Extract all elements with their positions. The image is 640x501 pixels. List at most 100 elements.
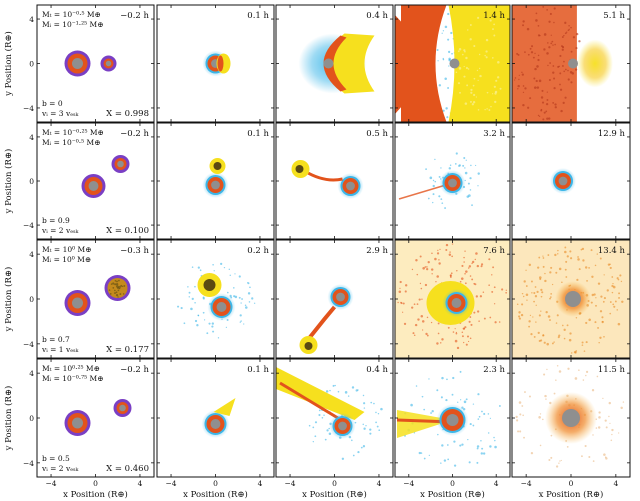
debris-particle — [494, 100, 497, 104]
debris-particle — [616, 277, 619, 280]
debris-particle — [329, 389, 331, 392]
debris-particle — [118, 279, 120, 282]
debris-particle — [454, 163, 457, 165]
debris-particle — [471, 278, 474, 281]
debris-particle — [534, 52, 536, 55]
debris-particle — [413, 334, 416, 337]
debris-particle — [352, 454, 355, 457]
y-axis-label: y Position (R⊕) — [3, 386, 14, 452]
debris-particle — [532, 316, 534, 318]
debris-particle — [609, 422, 611, 424]
x-tick-label: −4 — [403, 479, 414, 488]
debris-particle — [239, 321, 241, 323]
debris-particle — [432, 179, 435, 182]
tidal-bridge — [302, 305, 337, 346]
debris-particle — [538, 339, 541, 343]
debris-particle — [324, 438, 327, 441]
debris-particle — [441, 202, 444, 204]
debris-particle — [419, 282, 422, 285]
target-core — [336, 292, 345, 302]
debris-particle — [469, 275, 472, 277]
debris-particle — [499, 87, 502, 90]
debris-particle — [112, 282, 115, 285]
debris-particle — [536, 65, 539, 68]
debris-particle — [514, 79, 516, 81]
x-tick-label: 0 — [93, 479, 98, 488]
debris-particle — [448, 253, 452, 257]
debris-particle — [517, 84, 520, 88]
debris-particle — [535, 19, 538, 22]
debris-particle — [469, 337, 472, 340]
debris-particle — [415, 259, 418, 262]
impactor-mass-label: Mᵢ = 10⁰ M⊕ — [42, 255, 91, 264]
debris-particle — [480, 452, 484, 455]
debris-particle — [194, 302, 196, 304]
debris-particle — [469, 24, 472, 26]
target-core — [216, 302, 227, 312]
debris-particle — [565, 260, 568, 263]
debris-particle — [549, 62, 552, 64]
debris-particle — [563, 328, 566, 332]
debris-particle — [467, 267, 470, 269]
debris-particle — [447, 12, 450, 16]
debris-particle — [546, 9, 548, 11]
debris-particle — [554, 43, 556, 46]
debris-particle — [461, 264, 464, 267]
y-axis-label: y Position (R⊕) — [3, 31, 14, 97]
debris-particle — [571, 72, 575, 75]
debris-particle — [440, 462, 442, 464]
debris-particle — [466, 335, 470, 338]
debris-particle — [601, 316, 604, 319]
debris-particle — [461, 335, 464, 338]
debris-particle — [475, 96, 477, 98]
debris-particle — [447, 87, 450, 89]
debris-particle — [538, 115, 541, 118]
debris-particle — [563, 34, 565, 37]
debris-particle — [446, 444, 449, 446]
panel-content — [550, 168, 576, 194]
debris-particle — [553, 341, 555, 343]
debris-particle — [438, 259, 440, 261]
debris-particle — [548, 46, 551, 49]
debris-particle — [608, 415, 610, 418]
debris-particle — [493, 436, 495, 439]
debris-particle — [464, 272, 466, 275]
debris-particle — [480, 439, 482, 442]
mixing-fraction-label: X = 0.460 — [106, 464, 149, 474]
debris-particle — [445, 399, 448, 402]
x-axis-label: x Position (R⊕) — [420, 489, 485, 500]
debris-particle — [375, 421, 377, 424]
debris-particle — [470, 164, 472, 167]
debris-particle — [538, 79, 542, 83]
impactor-core — [119, 404, 126, 412]
debris-particle — [477, 418, 480, 420]
debris-particle — [521, 73, 524, 76]
impactor-mass-label: Mᵢ = 10⁻⁰·⁵ M⊕ — [42, 138, 101, 147]
debris-particle — [518, 311, 521, 314]
debris-particle — [545, 310, 548, 314]
debris-particle — [455, 152, 458, 155]
x-tick-label: −4 — [521, 479, 532, 488]
debris-particle — [467, 68, 470, 70]
debris-particle — [528, 320, 531, 323]
debris-particle — [546, 368, 548, 371]
debris-particle — [561, 65, 564, 67]
debris-particle — [525, 285, 528, 287]
panel-content — [395, 5, 510, 122]
debris-particle — [491, 274, 493, 276]
debris-particle — [448, 167, 451, 170]
debris-particle — [550, 293, 552, 295]
debris-particle — [570, 352, 573, 354]
ejecta-field — [512, 5, 577, 122]
debris-particle — [529, 97, 532, 100]
debris-particle — [444, 77, 447, 81]
impactor-core — [117, 160, 124, 168]
debris-particle — [597, 282, 601, 285]
debris-particle — [523, 436, 525, 439]
debris-particle — [578, 40, 581, 43]
debris-particle — [542, 255, 544, 257]
debris-particle — [493, 23, 496, 26]
debris-particle — [423, 457, 426, 460]
target-core — [558, 176, 568, 186]
debris-particle — [603, 274, 605, 276]
